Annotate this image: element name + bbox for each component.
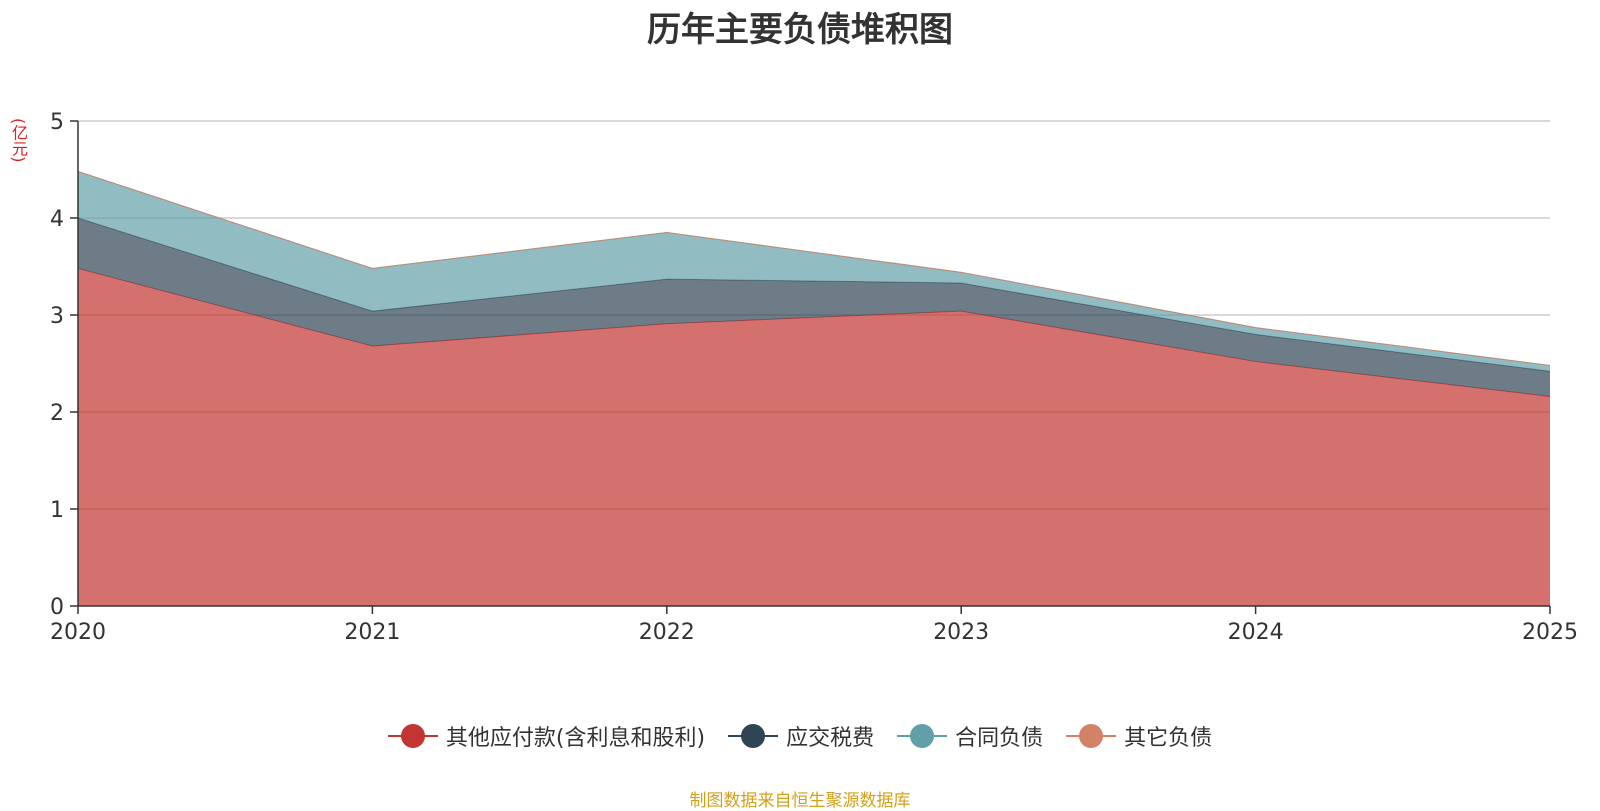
legend-item-taxes-payable[interactable]: 应交税费: [728, 720, 874, 752]
legend-label: 其它负债: [1124, 726, 1213, 751]
x-tick-label: 2024: [1228, 620, 1284, 645]
chart-title: 历年主要负债堆积图: [647, 10, 953, 50]
legend-marker-icon: [728, 723, 779, 749]
x-tick-label: 2023: [933, 620, 989, 645]
x-tick-label: 2021: [344, 620, 400, 645]
y-tick-label: 2: [50, 401, 64, 426]
legend-marker-icon: [387, 723, 438, 749]
x-tick-label: 2025: [1522, 620, 1578, 645]
area-series-1: [78, 218, 1550, 397]
data-source-note: 制图数据来自恒生聚源数据库: [689, 791, 911, 811]
legend-label: 其他应付款(含利息和股利): [445, 726, 706, 751]
stacked-area-chart: 0 1 2 3 4 5 2020 2021 2022 2023 2024 2025: [50, 110, 1578, 645]
axes: 0 1 2 3 4 5 2020 2021 2022 2023 2024 2025: [50, 110, 1578, 645]
legend-marker-icon: [1066, 723, 1117, 749]
series-line-3: [77, 170, 1551, 366]
area-series-0: [78, 268, 1550, 606]
legend: 其他应付款(含利息和股利) 应交税费 合同负债 其它负债: [0, 720, 1600, 755]
y-tick-label: 3: [50, 304, 64, 329]
legend-marker-icon: [897, 723, 948, 749]
area-series: [77, 170, 1551, 606]
legend-item-other-payables[interactable]: 其他应付款(含利息和股利): [387, 720, 706, 752]
x-tick-label: 2020: [50, 620, 106, 645]
y-tick-label: 5: [50, 110, 64, 135]
area-series-2: [78, 171, 1550, 372]
legend-item-other-liabilities[interactable]: 其它负债: [1066, 720, 1212, 752]
y-tick-label: 0: [50, 595, 64, 620]
legend-item-contract-liabilities[interactable]: 合同负债: [897, 720, 1043, 752]
legend-label: 应交税费: [786, 726, 875, 751]
x-tick-label: 2022: [639, 620, 695, 645]
legend-label: 合同负债: [955, 726, 1044, 751]
y-axis-unit-label: (亿元): [9, 118, 28, 163]
y-tick-label: 4: [50, 207, 64, 232]
y-tick-label: 1: [50, 498, 64, 523]
